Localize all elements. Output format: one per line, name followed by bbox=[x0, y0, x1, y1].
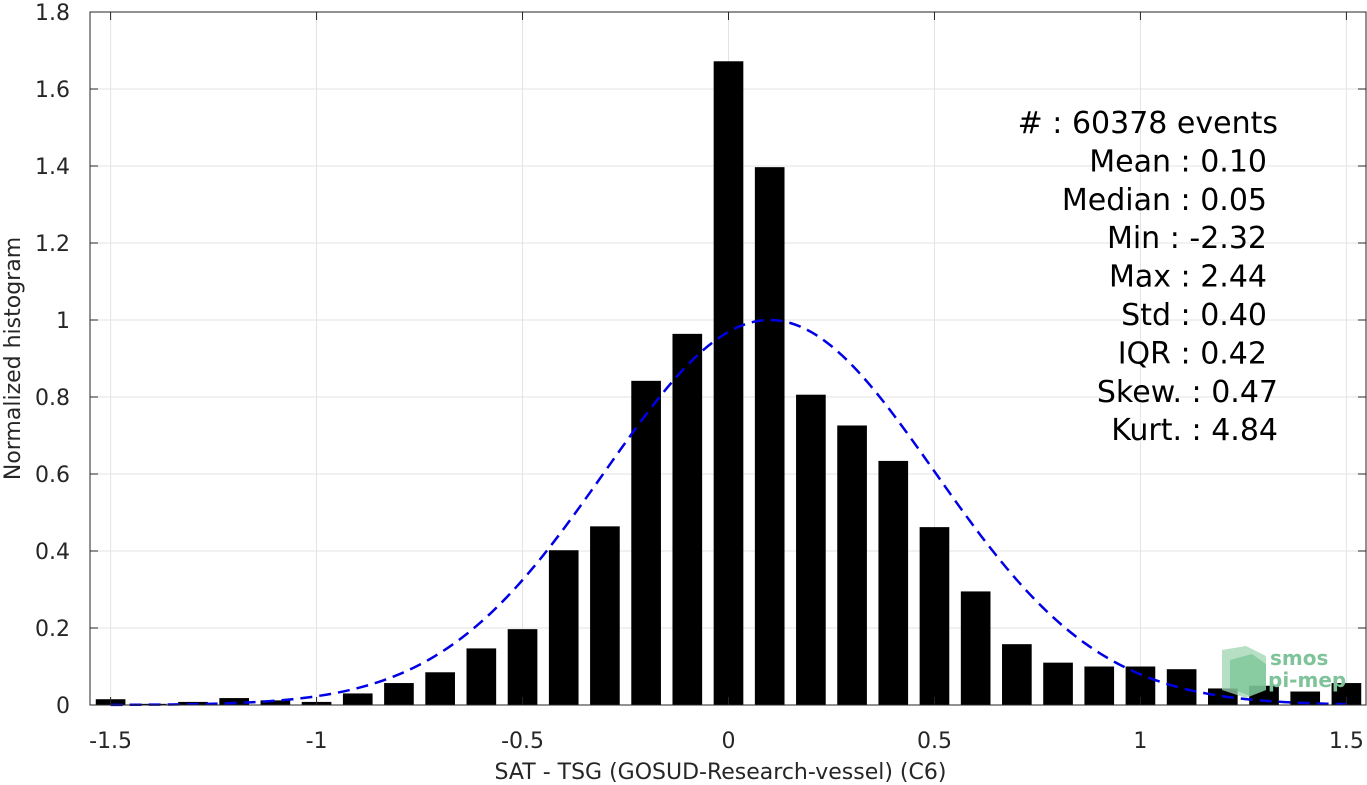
stat-line: # : 60378 events bbox=[1018, 106, 1278, 141]
histogram-bar bbox=[631, 380, 661, 705]
histogram-bar bbox=[1331, 683, 1362, 705]
stat-line: Mean : 0.10 bbox=[1089, 144, 1267, 179]
histogram-bar bbox=[837, 425, 867, 705]
x-axis-label: SAT - TSG (GOSUD-Research-vessel) (C6) bbox=[495, 760, 947, 785]
histogram-bar bbox=[672, 333, 703, 705]
stat-line: Max : 2.44 bbox=[1109, 260, 1267, 295]
histogram-bar bbox=[425, 672, 455, 705]
y-tick-label: 1.8 bbox=[35, 1, 70, 26]
stat-line: Min : -2.32 bbox=[1107, 221, 1267, 256]
histogram-bar bbox=[1084, 666, 1115, 705]
histogram-bar bbox=[754, 167, 785, 705]
histogram-bar bbox=[219, 698, 250, 705]
x-tick-label: -1 bbox=[306, 729, 328, 754]
gaussian-fit-curve bbox=[110, 318, 1347, 707]
logo-text-pimep: pi-mep bbox=[1268, 668, 1346, 692]
y-tick-label: 0.2 bbox=[35, 617, 70, 642]
stat-line: Std : 0.40 bbox=[1121, 298, 1267, 333]
histogram-bar bbox=[796, 394, 826, 705]
histogram-bar bbox=[507, 629, 538, 705]
histogram-bar bbox=[1043, 662, 1073, 705]
histogram-bar bbox=[342, 693, 373, 705]
y-axis-label: Normalized histogram bbox=[1, 237, 26, 480]
y-axis-ticks: 0 0.2 0.4 0.6 0.8 1 1.2 1.4 1.6 1.8 bbox=[35, 1, 1366, 719]
histogram-bar bbox=[260, 700, 291, 705]
logo-wave-icon-inner bbox=[1230, 654, 1266, 696]
logo-text-smos: smos bbox=[1270, 646, 1328, 670]
y-tick-label: 1.6 bbox=[35, 78, 70, 103]
y-tick-label: 0.4 bbox=[35, 540, 70, 565]
y-tick-label: 1 bbox=[56, 309, 70, 334]
x-tick-label: -1.5 bbox=[89, 729, 132, 754]
x-tick-label: -0.5 bbox=[501, 729, 544, 754]
x-tick-label: 0 bbox=[722, 729, 736, 754]
stat-line: Median : 0.05 bbox=[1062, 183, 1267, 218]
histogram-bar bbox=[1166, 669, 1197, 705]
histogram-bars bbox=[95, 61, 1362, 705]
x-tick-label: 1.5 bbox=[1329, 729, 1364, 754]
histogram-bar bbox=[878, 460, 909, 705]
stat-line: Skew. : 0.47 bbox=[1097, 375, 1278, 410]
histogram-bar bbox=[466, 648, 497, 705]
histogram-bar bbox=[713, 61, 744, 705]
y-tick-label: 1.2 bbox=[35, 232, 70, 257]
histogram-bar bbox=[384, 683, 414, 705]
stat-line: Kurt. : 4.84 bbox=[1111, 413, 1278, 448]
histogram-bar bbox=[548, 550, 579, 705]
y-tick-label: 0 bbox=[56, 694, 70, 719]
histogram-bar bbox=[1002, 644, 1032, 705]
x-tick-label: 0.5 bbox=[917, 729, 952, 754]
x-axis-ticks: -1.5 -1 -0.5 0 0.5 1 1.5 bbox=[89, 12, 1364, 754]
y-tick-label: 0.8 bbox=[35, 386, 70, 411]
x-tick-label: 1 bbox=[1133, 729, 1147, 754]
histogram-bar bbox=[590, 526, 620, 705]
histogram-bar bbox=[960, 591, 991, 705]
y-tick-label: 0.6 bbox=[35, 463, 70, 488]
y-tick-label: 1.4 bbox=[35, 155, 70, 180]
histogram-bar bbox=[919, 527, 950, 705]
stat-line: IQR : 0.42 bbox=[1118, 336, 1267, 371]
